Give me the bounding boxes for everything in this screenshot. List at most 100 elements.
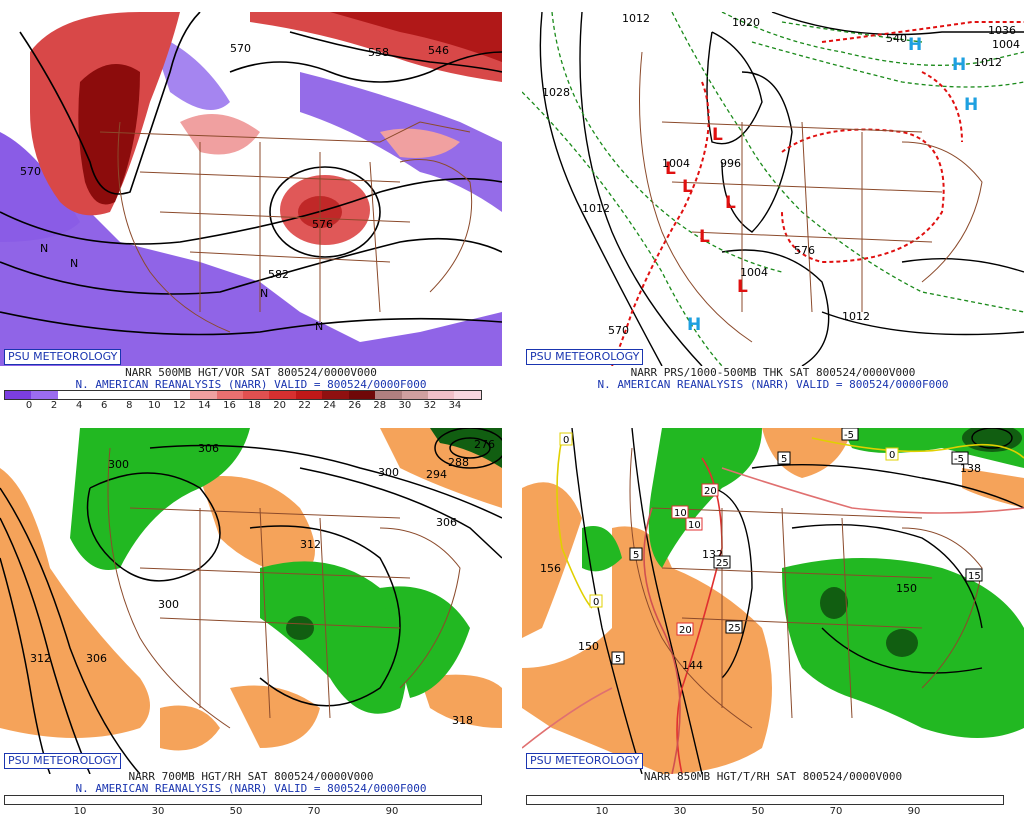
contour-label: 1012	[842, 310, 870, 323]
colorbar-segment	[110, 391, 138, 399]
low-pressure-marker: L	[682, 177, 693, 197]
contour-label: 558	[368, 46, 389, 59]
contour-label: 300	[158, 598, 179, 611]
temperature-label: 5	[633, 550, 639, 561]
colorbar-tick: 2	[50, 400, 58, 411]
panel-subtitle: N. AMERICAN REANALYSIS (NARR) VALID = 80…	[75, 782, 427, 795]
colorbar-tick: 28	[373, 400, 387, 411]
colorbar-segment	[242, 391, 270, 399]
colorbar-segment	[428, 391, 455, 399]
colorbar-ticks: 10 30 50 70 90	[526, 806, 1002, 819]
colorbar-tick: 50	[751, 806, 765, 817]
low-pressure-marker: L	[665, 159, 676, 179]
temperature-label: 0	[593, 597, 599, 608]
temperature-label: -5	[954, 454, 964, 465]
map-pressure-thickness: H H H H L L L L L L 1012 1020 1028 1012 …	[522, 12, 1024, 366]
colorbar-tick: 8	[126, 400, 133, 411]
panel-pressure-thickness: H H H H L L L L L L 1012 1020 1028 1012 …	[522, 12, 1024, 414]
colorbar-tick: 24	[323, 400, 337, 411]
temperature-label: 5	[781, 454, 787, 465]
colorbar-tick: 90	[907, 806, 921, 817]
colorbar-segment	[375, 391, 402, 399]
contour-label: 540	[886, 32, 907, 45]
contour-label: 1020	[732, 16, 760, 29]
colorbar-ticks: 0 2 4 6 8 10 12 14 16 18 20 22 24 26 28 30 32 34	[4, 400, 480, 413]
contour-label: 288	[448, 456, 469, 469]
contour-label: 1012	[974, 56, 1002, 69]
contour-label: 1012	[582, 202, 610, 215]
colorbar-tick: 10	[147, 400, 161, 411]
brand-badge: PSU METEOROLOGY	[4, 753, 122, 769]
colorbar-segment	[322, 391, 349, 399]
colorbar-segment	[190, 391, 217, 399]
contour-label: 1004	[740, 266, 768, 279]
colorbar	[4, 390, 482, 400]
colorbar-segment	[269, 391, 296, 399]
colorbar-tick: 26	[348, 400, 362, 411]
colorbar-tick: 12	[172, 400, 186, 411]
colorbar-segment	[57, 391, 85, 399]
low-pressure-marker: L	[699, 227, 710, 247]
colorbar	[4, 795, 482, 805]
colorbar-tick: 70	[829, 806, 843, 817]
temperature-label: 15	[968, 571, 981, 582]
colorbar-tick: 70	[307, 806, 321, 817]
contour-label: 294	[426, 468, 447, 481]
temperature-label: 20	[679, 625, 692, 636]
colorbar-tick: 32	[423, 400, 437, 411]
brand-badge: PSU METEOROLOGY	[526, 753, 644, 769]
high-pressure-marker: H	[964, 95, 978, 115]
panel-850mb-rh: 156 150 144 150 138 132 0 10 10 20 20 25	[522, 428, 1024, 830]
high-pressure-marker: H	[687, 315, 701, 335]
colorbar-tick: 30	[398, 400, 412, 411]
contour-label: 312	[30, 652, 51, 665]
colorbar-tick: 0	[25, 400, 33, 411]
temperature-label: -5	[844, 430, 854, 441]
map-850mb-rh: 156 150 144 150 138 132 0 10 10 20 20 25	[522, 428, 1024, 774]
colorbar-tick: 16	[223, 400, 236, 411]
contour-label: 156	[540, 562, 561, 575]
colorbar-segment	[5, 391, 32, 399]
colorbar-segment	[401, 391, 428, 399]
temperature-label: 0	[889, 450, 895, 461]
temperature-label: 5	[615, 654, 621, 665]
contour-label: 1028	[542, 86, 570, 99]
contour-label: 1004	[662, 157, 690, 170]
colorbar-segment	[295, 391, 323, 399]
colorbar-segment	[137, 391, 164, 399]
contour-label: 570	[20, 165, 41, 178]
colorbar	[526, 795, 1004, 805]
low-pressure-marker: L	[712, 125, 723, 145]
colorbar-tick: 30	[673, 806, 687, 817]
colorbar-ticks: 10 30 50 70 90	[4, 806, 480, 819]
map-label: N	[40, 242, 48, 255]
colorbar-tick: 30	[151, 806, 165, 817]
colorbar-segment	[454, 391, 481, 399]
contour-label: 306	[436, 516, 457, 529]
map-label: N	[315, 320, 323, 333]
panel-500mb-vorticity: 570 558 546 570 576 582 N N N N PSU METE…	[0, 12, 502, 414]
contour-label: 306	[198, 442, 219, 455]
temperature-label: 10	[674, 508, 687, 519]
colorbar-tick: 20	[273, 400, 286, 411]
contour-label: 570	[608, 324, 629, 337]
colorbar-segment	[84, 391, 111, 399]
contour-label: 546	[428, 44, 449, 57]
temperature-label: 10	[688, 520, 701, 531]
colorbar-tick: 22	[298, 400, 311, 411]
contour-label: 300	[378, 466, 399, 479]
colorbar-tick: 10	[595, 806, 609, 817]
panel-title: NARR 500MB HGT/VOR SAT 800524/0000V000	[125, 366, 377, 379]
colorbar-segment	[216, 391, 243, 399]
temperature-label: 25	[728, 623, 741, 634]
contour-label: 318	[452, 714, 473, 727]
contour-label: 582	[268, 268, 289, 281]
colorbar-tick: 50	[229, 806, 243, 817]
high-pressure-marker: H	[908, 35, 922, 55]
panel-subtitle: N. AMERICAN REANALYSIS (NARR) VALID = 80…	[75, 378, 427, 391]
contour-label: 312	[300, 538, 321, 551]
contour-label: 1036	[988, 24, 1016, 37]
contour-label: 996	[720, 157, 741, 170]
map-500mb-vorticity: 570 558 546 570 576 582 N N N N	[0, 12, 502, 366]
contour-label: 150	[578, 640, 599, 653]
